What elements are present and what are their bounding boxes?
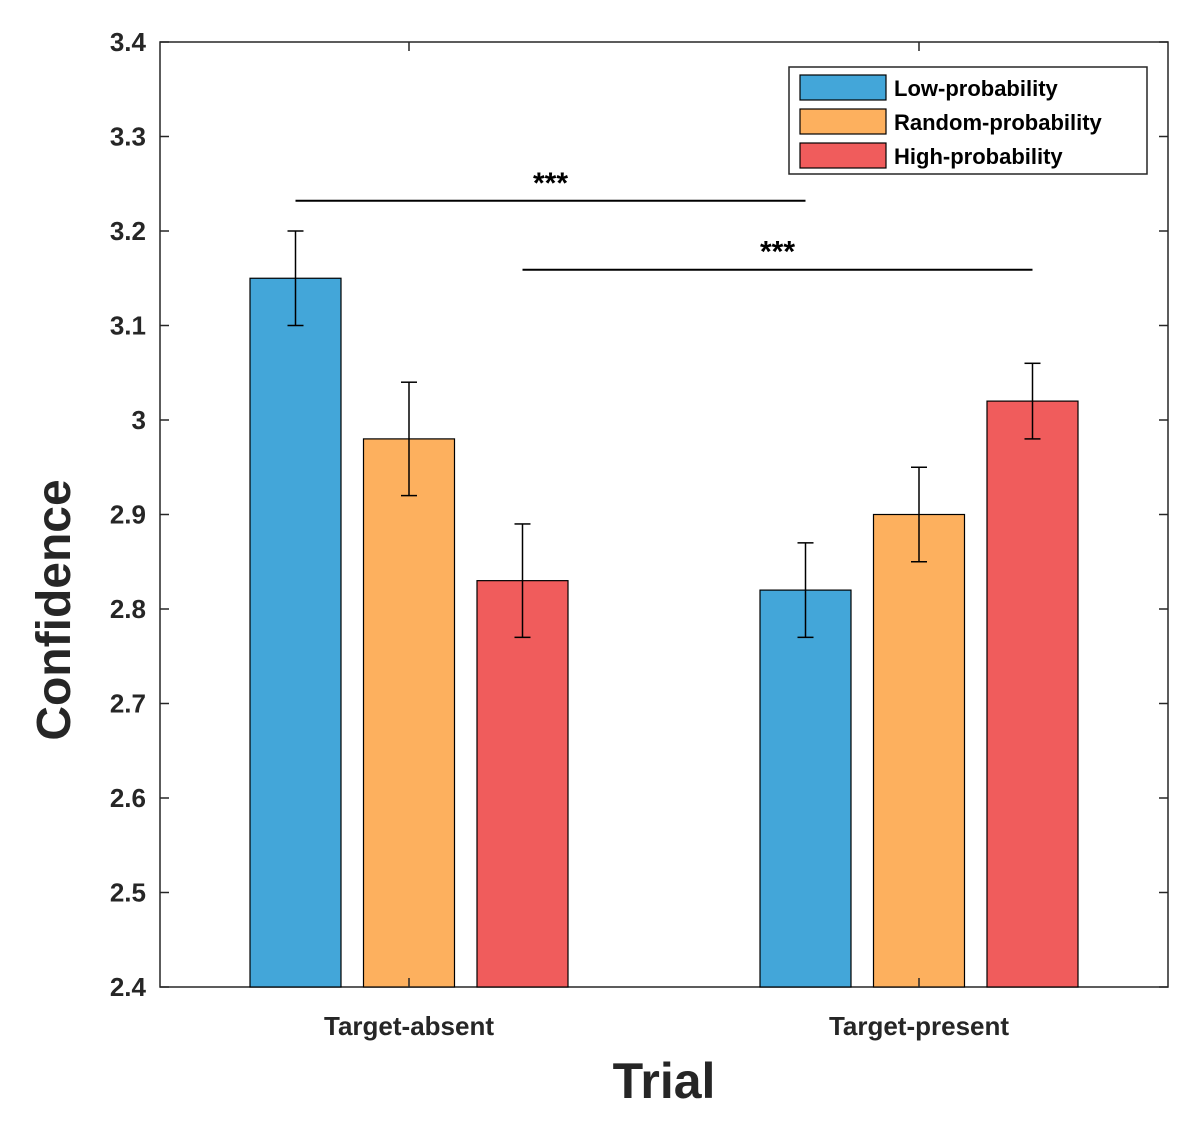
significance-label: ***: [533, 167, 568, 200]
y-axis-ticks: 2.4 2.5 2.6 2.7 2.8 2.9 3 3.1 3.2 3.3 3.4: [110, 27, 1168, 1002]
legend-label: High-probability: [894, 144, 1063, 169]
legend-label: Low-probability: [894, 76, 1059, 101]
bar: [872, 513, 966, 988]
x-tick-label: Target-present: [829, 1011, 1009, 1041]
x-axis-ticks: Target-absent Target-present: [324, 42, 1009, 1041]
y-tick-label: 2.9: [110, 500, 146, 530]
x-axis-title: Trial: [613, 1053, 716, 1109]
legend-swatch: [799, 74, 887, 101]
bar: [986, 400, 1079, 988]
significance-label: ***: [760, 236, 795, 269]
legend-swatch: [799, 142, 887, 169]
error-bars-group: [287, 230, 1041, 639]
y-tick-label: 3.3: [110, 122, 146, 152]
y-tick-label: 3.1: [110, 311, 146, 341]
bar: [759, 589, 852, 988]
y-axis-title: Confidence: [28, 479, 81, 740]
y-tick-label: 3: [132, 405, 146, 435]
bar: [476, 580, 569, 988]
y-tick-label: 2.7: [110, 689, 146, 719]
bar: [362, 438, 456, 988]
significance-group: *** ***: [295, 167, 1033, 271]
y-tick-label: 2.6: [110, 783, 146, 813]
bars-group: [249, 277, 1079, 988]
legend-swatch: [799, 108, 887, 135]
legend-label: Random-probability: [894, 110, 1103, 135]
bar: [249, 277, 342, 988]
y-tick-label: 2.8: [110, 594, 146, 624]
y-tick-label: 3.2: [110, 216, 146, 246]
y-tick-label: 2.4: [110, 972, 147, 1002]
x-tick-label: Target-absent: [324, 1011, 494, 1041]
y-tick-label: 2.5: [110, 878, 146, 908]
legend: Low-probability Random-probability High-pr…: [788, 66, 1148, 175]
y-tick-label: 3.4: [110, 27, 147, 57]
